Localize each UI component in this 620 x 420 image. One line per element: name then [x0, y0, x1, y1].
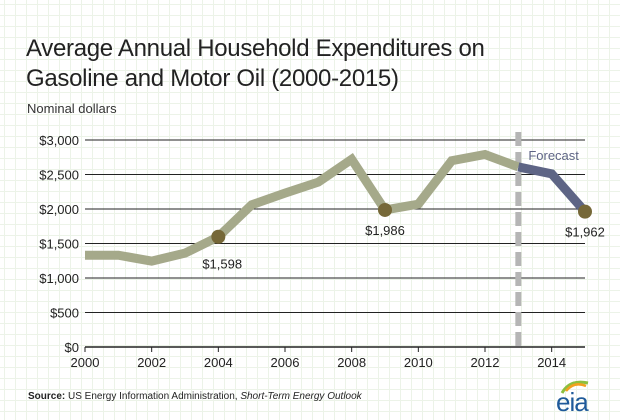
x-tick-label: 2008 — [337, 355, 366, 370]
y-tick-label: $2,500 — [39, 168, 79, 183]
highlight-point — [578, 204, 592, 219]
highlight-value-label: $1,598 — [202, 257, 242, 272]
y-tick-label: $500 — [50, 306, 79, 321]
forecast-series-line — [517, 162, 589, 215]
y-tick-label: $2,000 — [39, 202, 79, 217]
eia-logo-text: eia — [556, 387, 589, 417]
y-tick-label: $0 — [65, 340, 79, 355]
source-note: Source: US Energy Information Administra… — [28, 391, 362, 402]
chart-subtitle: Nominal dollars — [27, 101, 117, 116]
highlight-value-label: $1,986 — [365, 223, 405, 238]
highlight-point — [378, 202, 392, 217]
x-tick-label: 2000 — [71, 355, 100, 370]
history-series-line — [85, 149, 520, 266]
x-tick-label: 2010 — [404, 355, 433, 370]
x-tick-label: 2002 — [137, 355, 166, 370]
chart-title-line-2: Gasoline and Motor Oil (2000-2015) — [26, 65, 399, 92]
highlight-point — [211, 229, 226, 244]
eia-logo: eia — [554, 377, 606, 417]
x-tick-label: 2014 — [537, 355, 566, 370]
highlight-value-label: $1,962 — [565, 225, 605, 240]
x-tick-label: 2006 — [271, 355, 300, 370]
y-tick-label: $1,500 — [39, 237, 79, 252]
chart-title-line-1: Average Annual Household Expenditures on — [26, 35, 485, 62]
x-tick-label: 2012 — [471, 355, 500, 370]
source-text: US Energy Information Administration, — [68, 391, 238, 402]
source-publication: Short-Term Energy Outlook — [240, 391, 362, 402]
forecast-label: Forecast — [528, 148, 579, 163]
x-tick-label: 2004 — [204, 355, 233, 370]
y-tick-label: $3,000 — [39, 133, 79, 148]
y-tick-label: $1,000 — [39, 271, 79, 286]
source-label: Source: — [28, 391, 66, 402]
chart-title: Average Annual Household Expenditures on… — [26, 34, 586, 94]
eia-logo-swoosh — [560, 380, 589, 394]
